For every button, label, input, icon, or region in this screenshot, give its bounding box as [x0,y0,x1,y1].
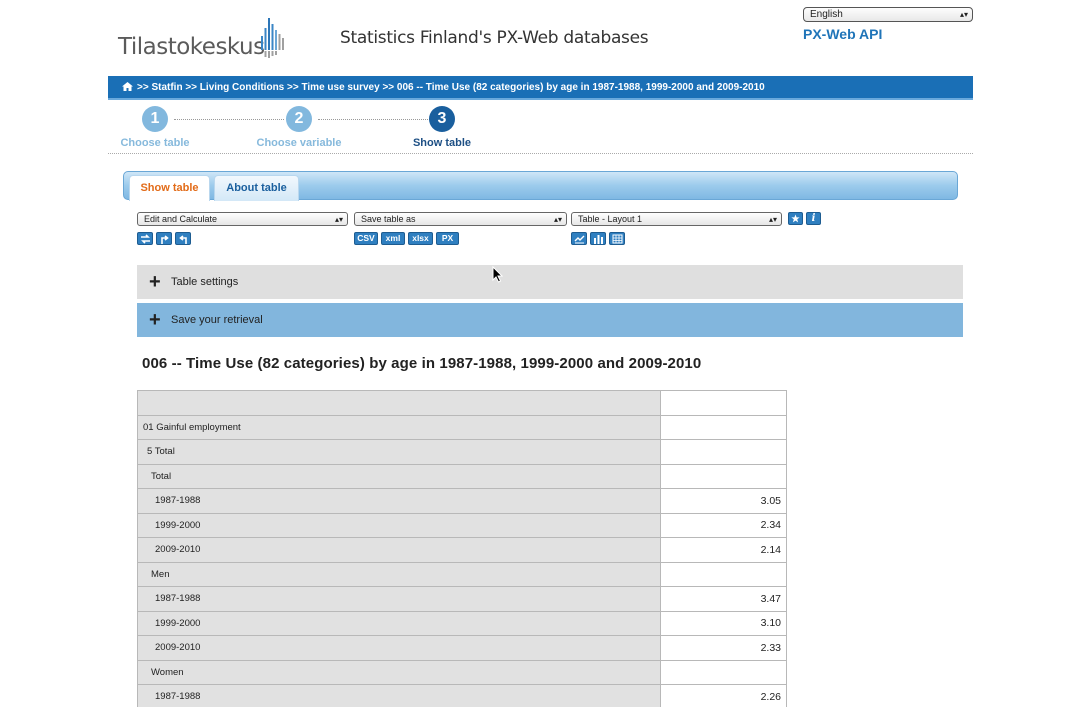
table-row: Women [137,659,787,685]
step-connector [174,119,284,120]
chevron-updown-icon: ▴▾ [553,215,562,224]
row-header-cell: Total [137,463,661,489]
chevron-updown-icon: ▴▾ [768,215,777,224]
data-table: 01 Gainful employment 5 Total Total 1987-19… [137,390,787,707]
step-indicator: 1 Choose table 2 Choose variable 3 Show … [108,104,973,154]
breadcrumb-path[interactable]: >> Statfin >> Living Conditions >> Time … [137,82,765,93]
table-row: 5 Total [137,439,787,465]
logo-text: Tilastokeskus [118,34,265,60]
table-row: 01 Gainful employment [137,414,787,440]
value-cell: 3.47 [660,586,787,612]
mouse-cursor-icon [492,266,503,283]
value-cell [660,659,787,685]
value-cell [660,390,787,416]
table-row: 2009-2010 2.14 [137,537,787,563]
dropdown-value: Save table as [361,214,416,224]
tab-about-table[interactable]: About table [214,175,299,201]
row-header-cell: 01 Gainful employment [137,414,661,440]
table-icon[interactable] [609,232,625,245]
tab-show-table[interactable]: Show table [129,175,210,201]
row-header-cell: 1999-2000 [137,512,661,538]
value-cell: 3.10 [660,610,787,636]
info-icon[interactable]: i [806,212,821,225]
csv-export-button[interactable]: CSV [354,232,378,245]
step-number: 3 [429,106,455,132]
breadcrumb: >> Statfin >> Living Conditions >> Time … [108,76,973,100]
pivot-clockwise-icon[interactable] [156,232,172,245]
dropdown-value: Edit and Calculate [144,214,218,224]
bar-chart-icon[interactable] [590,232,606,245]
value-cell [660,561,787,587]
value-cell: 2.14 [660,537,787,563]
table-row: Men [137,561,787,587]
layout-dropdown[interactable]: Table - Layout 1 ▴▾ [571,212,782,226]
step-number: 1 [142,106,168,132]
accordion-label: Table settings [171,276,239,288]
row-header-cell: Women [137,659,661,685]
table-row: 1987-1988 3.47 [137,586,787,612]
step-label: Choose table [120,137,190,149]
pivot-manual-icon[interactable] [137,232,153,245]
language-selected-value: English [810,9,843,20]
step-label: Show table [412,137,472,149]
table-row: 2009-2010 2.33 [137,635,787,661]
table-row: 1987-1988 2.26 [137,684,787,707]
row-header-cell: Men [137,561,661,587]
save-table-dropdown[interactable]: Save table as ▴▾ [354,212,567,226]
accordion-label: Save your retrieval [171,314,263,326]
row-header-cell: 1987-1988 [137,586,661,612]
chevron-updown-icon: ▴▾ [334,215,343,224]
table-row: Total [137,463,787,489]
value-cell: 3.05 [660,488,787,514]
step-label: Choose variable [256,137,342,149]
tab-bar: Show table About table [123,171,958,201]
line-chart-icon[interactable] [571,232,587,245]
row-header-cell: 2009-2010 [137,635,661,661]
table-row [137,390,787,416]
row-header-cell: 1999-2000 [137,610,661,636]
pivot-counterclockwise-icon[interactable] [175,232,191,245]
row-header-cell: 5 Total [137,439,661,465]
value-cell: 2.26 [660,684,787,707]
xml-export-button[interactable]: xml [381,232,405,245]
value-cell [660,439,787,465]
dropdown-value: Table - Layout 1 [578,214,643,224]
step-connector [318,119,430,120]
chevron-updown-icon: ▴▾ [959,10,968,19]
value-cell: 2.33 [660,635,787,661]
table-row: 1999-2000 2.34 [137,512,787,538]
table-row: 1999-2000 3.10 [137,610,787,636]
table-settings-accordion[interactable]: + Table settings [137,265,963,299]
plus-icon: + [149,271,161,293]
save-retrieval-accordion[interactable]: + Save your retrieval [137,303,963,337]
table-title: 006 -- Time Use (82 categories) by age i… [142,355,702,372]
value-cell [660,414,787,440]
value-cell: 2.34 [660,512,787,538]
logo-bars-icon [261,18,284,58]
site-title: Statistics Finland's PX-Web databases [340,28,649,48]
home-icon[interactable] [122,82,133,91]
row-header-cell [137,390,661,416]
step-choose-variable[interactable]: 2 Choose variable [249,104,349,149]
value-cell [660,463,787,489]
px-export-button[interactable]: PX [436,232,459,245]
px-web-api-link[interactable]: PX-Web API [803,26,883,42]
edit-calculate-dropdown[interactable]: Edit and Calculate ▴▾ [137,212,348,226]
table-row: 1987-1988 3.05 [137,488,787,514]
row-header-cell: 1987-1988 [137,488,661,514]
plus-icon: + [149,309,161,331]
star-icon[interactable] [788,212,803,225]
row-header-cell: 2009-2010 [137,537,661,563]
step-show-table: 3 Show table [392,104,492,149]
row-header-cell: 1987-1988 [137,684,661,707]
language-select[interactable]: English ▴▾ [803,7,973,22]
step-choose-table[interactable]: 1 Choose table [105,104,205,149]
xlsx-export-button[interactable]: xlsx [408,232,433,245]
step-number: 2 [286,106,312,132]
